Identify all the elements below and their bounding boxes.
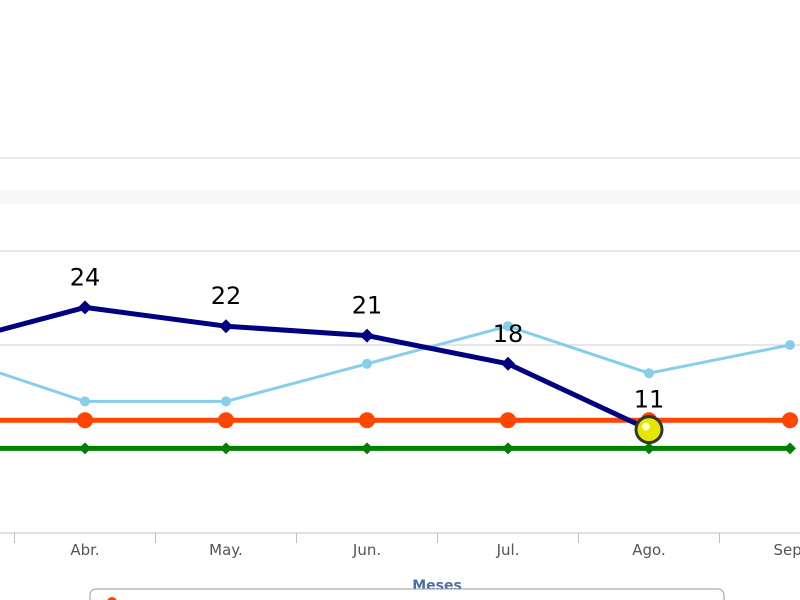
series-3-point — [502, 442, 514, 455]
x-axis-ticks: Mar.Abr.May.Jun.Jul.Ago.Sep. — [14, 533, 800, 559]
series-2-point — [500, 412, 516, 429]
x-tick-label: Abr. — [70, 541, 99, 559]
x-tick-label: Ago. — [632, 541, 665, 559]
series-1-point — [221, 396, 231, 407]
x-tick-label: Jul. — [496, 541, 520, 559]
series-2-point — [77, 412, 93, 429]
series-0-point — [501, 356, 515, 371]
highlight-group — [634, 415, 664, 445]
x-tick-label: May. — [209, 541, 243, 559]
series-3-point — [220, 442, 232, 455]
series-0-point — [78, 300, 92, 315]
series-0-point — [219, 319, 233, 334]
x-tick-label: Sep. — [773, 541, 800, 559]
data-label: 24 — [70, 263, 101, 291]
series-2-point — [218, 412, 234, 429]
grid-lines — [0, 250, 800, 346]
series-2-point — [359, 412, 375, 429]
series-3-point — [79, 442, 91, 455]
highlighted-point-marker — [634, 415, 664, 445]
x-tick-label: Jun. — [352, 541, 381, 559]
plot-header-band — [0, 190, 800, 204]
series-1-point — [80, 396, 90, 407]
series-3-point — [784, 442, 796, 455]
series-2-point — [782, 412, 798, 429]
series-0-line — [0, 304, 652, 433]
data-labels: 24 22 21 18 11 — [70, 263, 665, 413]
data-label: 21 — [352, 292, 383, 320]
legend-swatch-series-3 — [107, 597, 117, 600]
series-3-point — [643, 442, 655, 455]
legend-box — [89, 588, 725, 600]
series-1-line — [0, 324, 792, 403]
series-group — [0, 300, 798, 455]
data-label: 11 — [634, 386, 665, 414]
data-label: 22 — [211, 282, 242, 310]
series-3-point — [361, 442, 373, 455]
series-1-point — [785, 340, 795, 350]
series-1-point — [503, 321, 513, 332]
highlighted-point-glare — [642, 422, 650, 431]
series-1-point — [644, 368, 654, 379]
series-0-point — [360, 328, 374, 343]
series-1-point — [362, 358, 372, 369]
data-label: 18 — [493, 320, 524, 348]
